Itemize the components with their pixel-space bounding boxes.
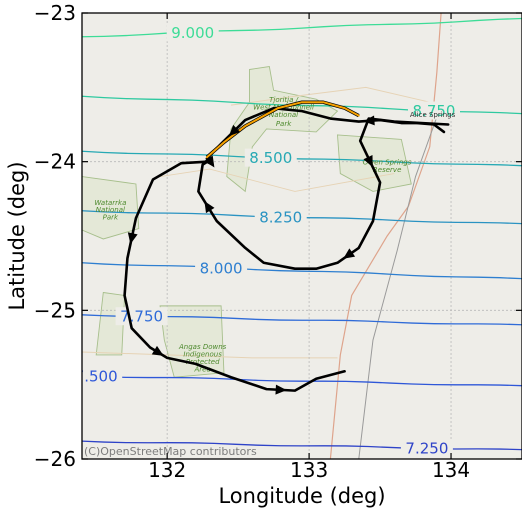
park-area xyxy=(336,134,412,192)
x-tick-label: 133 xyxy=(290,458,328,482)
contour-label-bg xyxy=(195,258,248,277)
y-tick-label: −24 xyxy=(34,150,76,174)
direction-arrow xyxy=(204,201,215,214)
contour-line xyxy=(82,150,522,167)
place-label: Protected xyxy=(186,358,220,366)
place-label: Owen Springs xyxy=(363,159,412,167)
direction-arrow xyxy=(228,124,241,137)
contour-label-bg xyxy=(166,23,219,42)
x-tick-label: 134 xyxy=(432,458,470,482)
place-label: Indigenous xyxy=(183,350,222,358)
place-label: Area xyxy=(194,365,211,373)
contour-label-bg xyxy=(400,439,453,458)
place-label: Angas Downs xyxy=(178,343,227,351)
place-label: Tjoritja / xyxy=(269,96,299,104)
map-background xyxy=(82,13,522,459)
y-tick-label: −25 xyxy=(34,298,76,322)
direction-arrow xyxy=(127,232,138,245)
direction-arrow xyxy=(204,155,215,168)
contour-label-bg xyxy=(254,207,307,226)
plot-frame xyxy=(81,12,522,460)
contour-label: 7.250 xyxy=(405,440,448,458)
direction-arrow xyxy=(275,384,287,395)
x-tick-label: 132 xyxy=(148,458,186,482)
y-tick-label: −26 xyxy=(34,447,76,471)
contour-label: 7.500 xyxy=(75,368,118,386)
contour-label: 9.000 xyxy=(171,24,214,42)
axis-ticks: 132 133 134 −26 −25 −24 −23 xyxy=(34,1,522,482)
flight-tracks xyxy=(123,100,450,395)
x-axis-label: Longitude (deg) xyxy=(218,484,385,508)
place-label: Watarrka xyxy=(94,199,126,207)
road-line xyxy=(358,116,438,459)
town-label: Alice Springs xyxy=(410,111,456,119)
direction-arrow xyxy=(363,155,373,168)
contour-label: 8.000 xyxy=(200,259,243,277)
y-axis-label: Latitude (deg) xyxy=(5,161,29,310)
park-area xyxy=(82,176,140,240)
contour-line xyxy=(82,375,522,387)
contour-line xyxy=(82,17,522,38)
park-area xyxy=(226,66,339,193)
y-tick-label: −23 xyxy=(34,1,76,25)
direction-arrow xyxy=(363,115,375,126)
contour-line xyxy=(82,262,522,280)
place-label: National xyxy=(269,111,298,119)
road-line xyxy=(159,168,395,192)
contour-label-bg xyxy=(82,367,123,386)
track-line xyxy=(205,106,446,160)
contour-label: 8.750 xyxy=(413,102,456,120)
direction-arrow xyxy=(343,248,356,259)
road-line xyxy=(82,351,338,359)
place-label: Reserve xyxy=(373,166,401,174)
contour-label: 8.250 xyxy=(259,208,302,226)
map-attribution: (C)OpenStreetMap contributors xyxy=(84,445,257,458)
place-label: Park xyxy=(276,120,292,128)
place-label: National xyxy=(96,206,125,214)
contour-label-bg xyxy=(408,101,460,120)
road-line xyxy=(230,86,430,106)
place-label: Park xyxy=(103,214,119,222)
track-line xyxy=(205,101,360,159)
contour-label-bg xyxy=(244,148,297,167)
contour-label: 8.500 xyxy=(249,149,292,167)
direction-arrow xyxy=(151,345,164,356)
